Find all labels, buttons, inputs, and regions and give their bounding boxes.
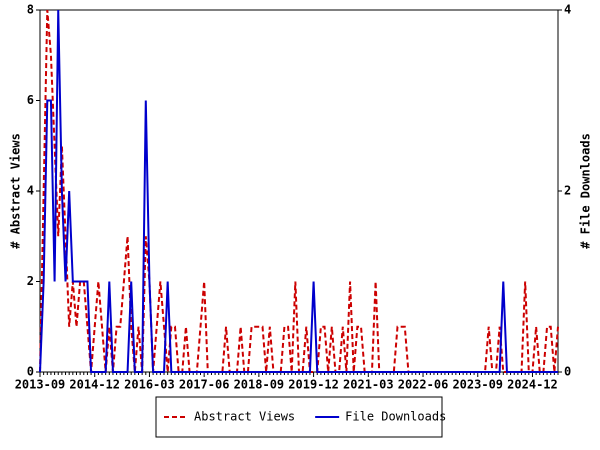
x-tick-label: 2024-12	[507, 378, 558, 392]
x-tick-label: 2013-09	[15, 378, 66, 392]
x-tick-label: 2019-12	[288, 378, 339, 392]
y-tick-label: 8	[27, 3, 34, 17]
x-tick-label: 2023-09	[452, 378, 503, 392]
y-tick-label: 2	[27, 274, 34, 288]
y2-tick-label: 0	[564, 365, 571, 379]
x-tick-label: 2021-03	[343, 378, 394, 392]
legend-label: File Downloads	[345, 410, 446, 424]
legend-label: Abstract Views	[194, 410, 295, 424]
y2-tick-label: 4	[564, 3, 571, 17]
y2-tick-label: 2	[564, 184, 571, 198]
y-axis-label: # Abstract Views	[9, 133, 23, 249]
series-line	[39, 9, 559, 373]
x-tick-label: 2022-06	[398, 378, 449, 392]
y-tick-label: 4	[27, 184, 34, 198]
plot-frame	[39, 9, 559, 373]
x-tick-label: 2016-03	[124, 378, 175, 392]
y-tick-label: 0	[27, 365, 34, 379]
series-line	[39, 9, 558, 373]
y-tick-label: 6	[27, 93, 34, 107]
legend-box	[155, 396, 443, 438]
x-tick-label: 2018-09	[234, 378, 285, 392]
x-tick-label: 2014-12	[69, 378, 120, 392]
y2-axis-label: # File Downloads	[579, 133, 593, 249]
x-tick-label: 2017-06	[179, 378, 230, 392]
